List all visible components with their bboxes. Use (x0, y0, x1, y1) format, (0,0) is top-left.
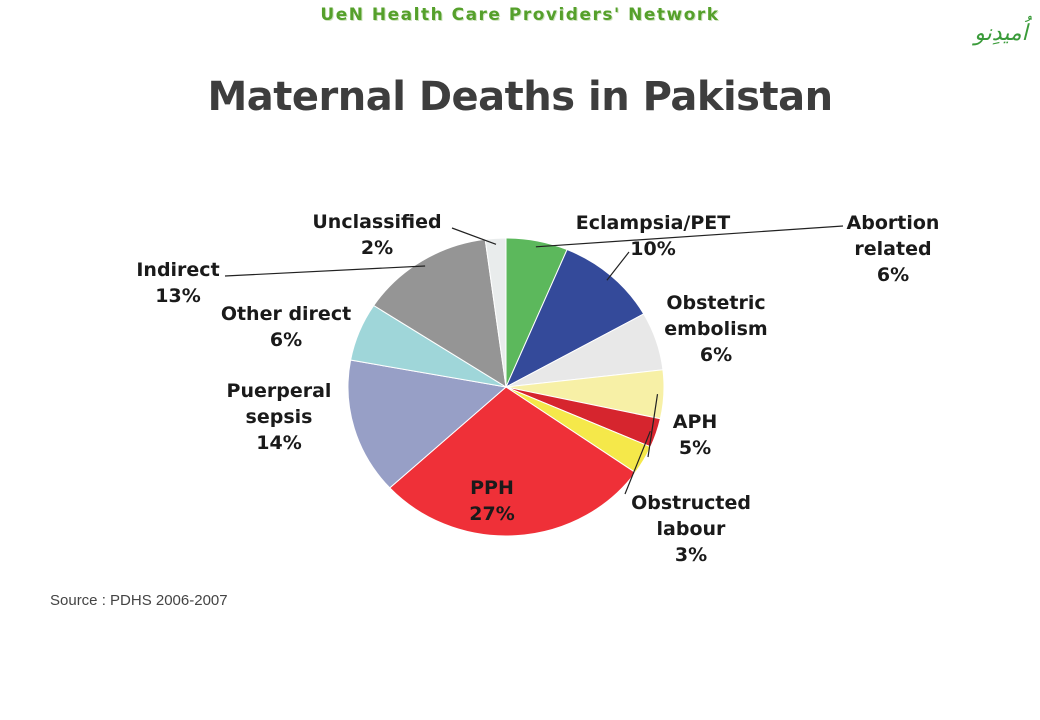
pie-slice-puerperal-sepsis (347, 359, 508, 489)
slice-label-aph: APH 5% (673, 411, 718, 459)
slice-label-line: 6% (877, 264, 909, 286)
slice-label-line: 13% (155, 285, 200, 307)
slice-label-indirect: Indirect 13% (136, 259, 219, 307)
leader-line-unclassified (451, 227, 497, 245)
slice-labels: Eclampsia/PET 10%Abortion related 6%Obstetr… (136, 211, 939, 566)
slice-label-line: related (854, 238, 931, 260)
slice-label-line: Obstetric (666, 292, 765, 314)
slice-label-other-direct: Other direct 6% (221, 303, 351, 351)
slice-label-line: 6% (700, 344, 732, 366)
slice-label-abortion-related: Abortion related 6% (847, 212, 940, 286)
leader-line-eclampsia-pet (606, 251, 630, 281)
slice-label-line: embolism (664, 318, 767, 340)
slice-label-line: Obstructed (631, 492, 751, 514)
slice-label-line: 10% (630, 238, 675, 260)
pie-slices (347, 237, 665, 537)
slice-label-pph: PPH 27% (469, 477, 514, 525)
source-note: Source : PDHS 2006-2007 (50, 592, 228, 609)
umeed-e-nau-logo: اُمیدِنو (971, 15, 1032, 46)
slice-label-line: sepsis (246, 406, 313, 428)
pie-slice-unclassified (484, 237, 507, 388)
slice-label-line: labour (657, 518, 727, 540)
pie-slice-pph (389, 386, 637, 537)
slice-label-line: 14% (256, 432, 301, 454)
slice-label-line: APH (673, 411, 718, 433)
slice-label-line: Eclampsia/PET (576, 212, 730, 234)
network-title: UeN Health Care Providers' Network (320, 5, 720, 25)
slice-label-unclassified: Unclassified 2% (312, 211, 441, 259)
page-title: Maternal Deaths in Pakistan (207, 74, 833, 120)
leader-line-indirect (224, 265, 426, 277)
slice-label-line: Indirect (136, 259, 219, 281)
logo-text: اُمیدِنو (971, 15, 1032, 46)
slice-label-eclampsia-pet: Eclampsia/PET 10% (576, 212, 730, 260)
slice-label-puerperal-sepsis: Puerperal sepsis 14% (227, 380, 332, 454)
slice-label-line: 2% (361, 237, 393, 259)
slice-label-line: PPH (470, 477, 514, 499)
slice-label-obstetric-embolism: Obstetric embolism 6% (664, 292, 767, 366)
slice-label-line: 27% (469, 503, 514, 525)
slice-label-line: 6% (270, 329, 302, 351)
slice-label-obstructed-labour: Obstructed labour 3% (631, 492, 751, 566)
leader-lines (224, 225, 844, 495)
leader-line-abortion-related (535, 225, 844, 248)
slice-label-line: Abortion (847, 212, 940, 234)
leader-line-obstructed-labour (624, 430, 651, 495)
pie-slice-indirect (373, 238, 507, 388)
slice-label-line: Puerperal (227, 380, 332, 402)
slice-label-line: 3% (675, 544, 707, 566)
slice-label-line: Unclassified (312, 211, 441, 233)
leader-line-aph (647, 394, 659, 458)
slice-label-line: Other direct (221, 303, 351, 325)
slice-label-line: 5% (679, 437, 711, 459)
